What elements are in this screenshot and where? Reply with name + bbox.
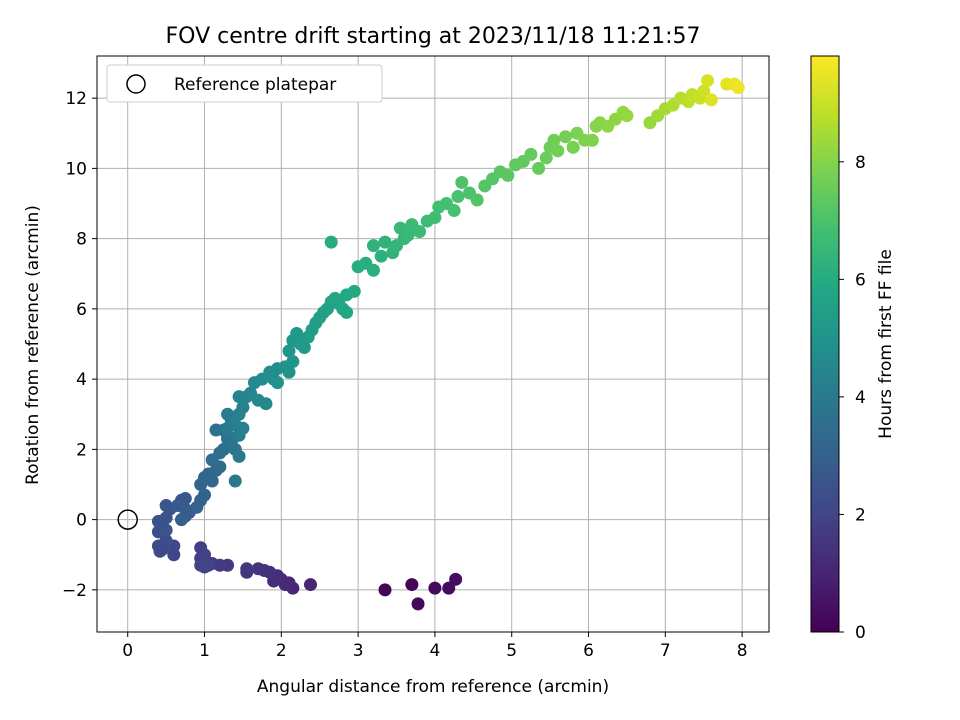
colorbar-tick-label: 2 [855,505,866,525]
y-tick-label: 8 [76,230,87,250]
colorbar-tick-label: 4 [855,388,866,408]
data-point [297,341,311,355]
data-point [374,249,388,263]
data-points [151,74,745,611]
data-point [251,562,265,576]
data-point [428,581,442,595]
colorbar-tick-label: 0 [855,623,866,643]
data-point [501,168,515,182]
colorbar [810,55,840,633]
x-axis-label: Angular distance from reference (arcmin) [257,677,609,697]
data-point [401,228,415,242]
y-tick-label: 12 [65,89,87,109]
colorbar-tick-label: 6 [855,270,866,290]
data-point [442,581,456,595]
y-tick-label: 6 [76,300,87,320]
x-tick-label: 0 [122,641,133,661]
data-point [551,144,565,158]
data-point [198,488,212,502]
data-point [174,513,188,527]
data-point [455,175,469,189]
data-point [547,133,561,147]
colorbar-tick-label: 8 [855,153,866,173]
data-point [232,449,246,463]
data-point [731,81,745,95]
y-tick-label: 2 [76,440,87,460]
data-point [228,474,242,488]
data-point [153,544,167,558]
data-point [378,235,392,249]
y-axis-ticks: −2 0 2 4 6 8 10 12 [62,89,97,601]
data-point [240,562,254,576]
y-axis-label: Rotation from reference (arcmin) [23,205,43,485]
data-point [566,140,580,154]
data-point [159,523,173,537]
data-point [539,151,553,165]
data-point [282,344,296,358]
data-point [205,474,219,488]
colorbar-label: Hours from first FF file [876,249,896,439]
x-tick-label: 2 [276,641,287,661]
legend-box [106,64,383,103]
data-point [704,93,718,107]
reference-point-marker [117,509,138,530]
data-point [405,578,419,592]
data-point [428,211,442,225]
y-tick-label: −2 [62,581,87,601]
data-point [620,109,634,123]
data-point [159,499,173,513]
data-point [701,74,715,88]
data-point [449,572,463,586]
x-tick-label: 7 [660,641,671,661]
data-point [282,365,296,379]
plot-frame [96,55,770,633]
data-point [532,161,546,175]
data-point [194,558,208,572]
data-point [470,193,484,207]
data-point [585,133,599,147]
grid-lines [97,56,769,632]
data-point [366,263,380,277]
data-point [697,84,711,98]
x-tick-label: 1 [199,641,210,661]
data-point [411,597,425,611]
colorbar-ticks: 0 2 4 6 8 [839,153,866,643]
data-point [290,326,304,340]
y-tick-label: 10 [65,159,87,179]
legend-marker-icon [126,74,146,94]
data-point [259,397,273,411]
data-point [236,400,250,414]
chart-title: FOV centre drift starting at 2023/11/18 … [166,24,701,49]
data-point [236,421,250,435]
y-tick-label: 4 [76,370,87,390]
legend-label: Reference platepar [174,75,336,95]
x-tick-label: 4 [430,641,441,661]
data-point [413,225,427,239]
data-point [221,407,235,421]
data-point [366,239,380,253]
data-point [304,578,318,592]
x-tick-label: 6 [583,641,594,661]
data-point [270,376,284,390]
x-tick-label: 5 [506,641,517,661]
data-point [524,147,538,161]
data-point [558,130,572,144]
x-tick-label: 8 [737,641,748,661]
data-point [447,204,461,218]
data-point [347,284,361,298]
y-tick-label: 0 [76,511,87,531]
reference-marker-layer [117,509,138,530]
data-point [324,235,338,249]
data-point [198,548,212,562]
data-point [159,534,173,548]
data-point [340,305,354,319]
data-point [451,189,465,203]
x-tick-label: 3 [353,641,364,661]
data-point [378,583,392,597]
x-axis-ticks: 0 1 2 3 4 5 6 7 8 [122,632,748,661]
data-point [286,355,300,369]
legend: Reference platepar [106,64,383,103]
